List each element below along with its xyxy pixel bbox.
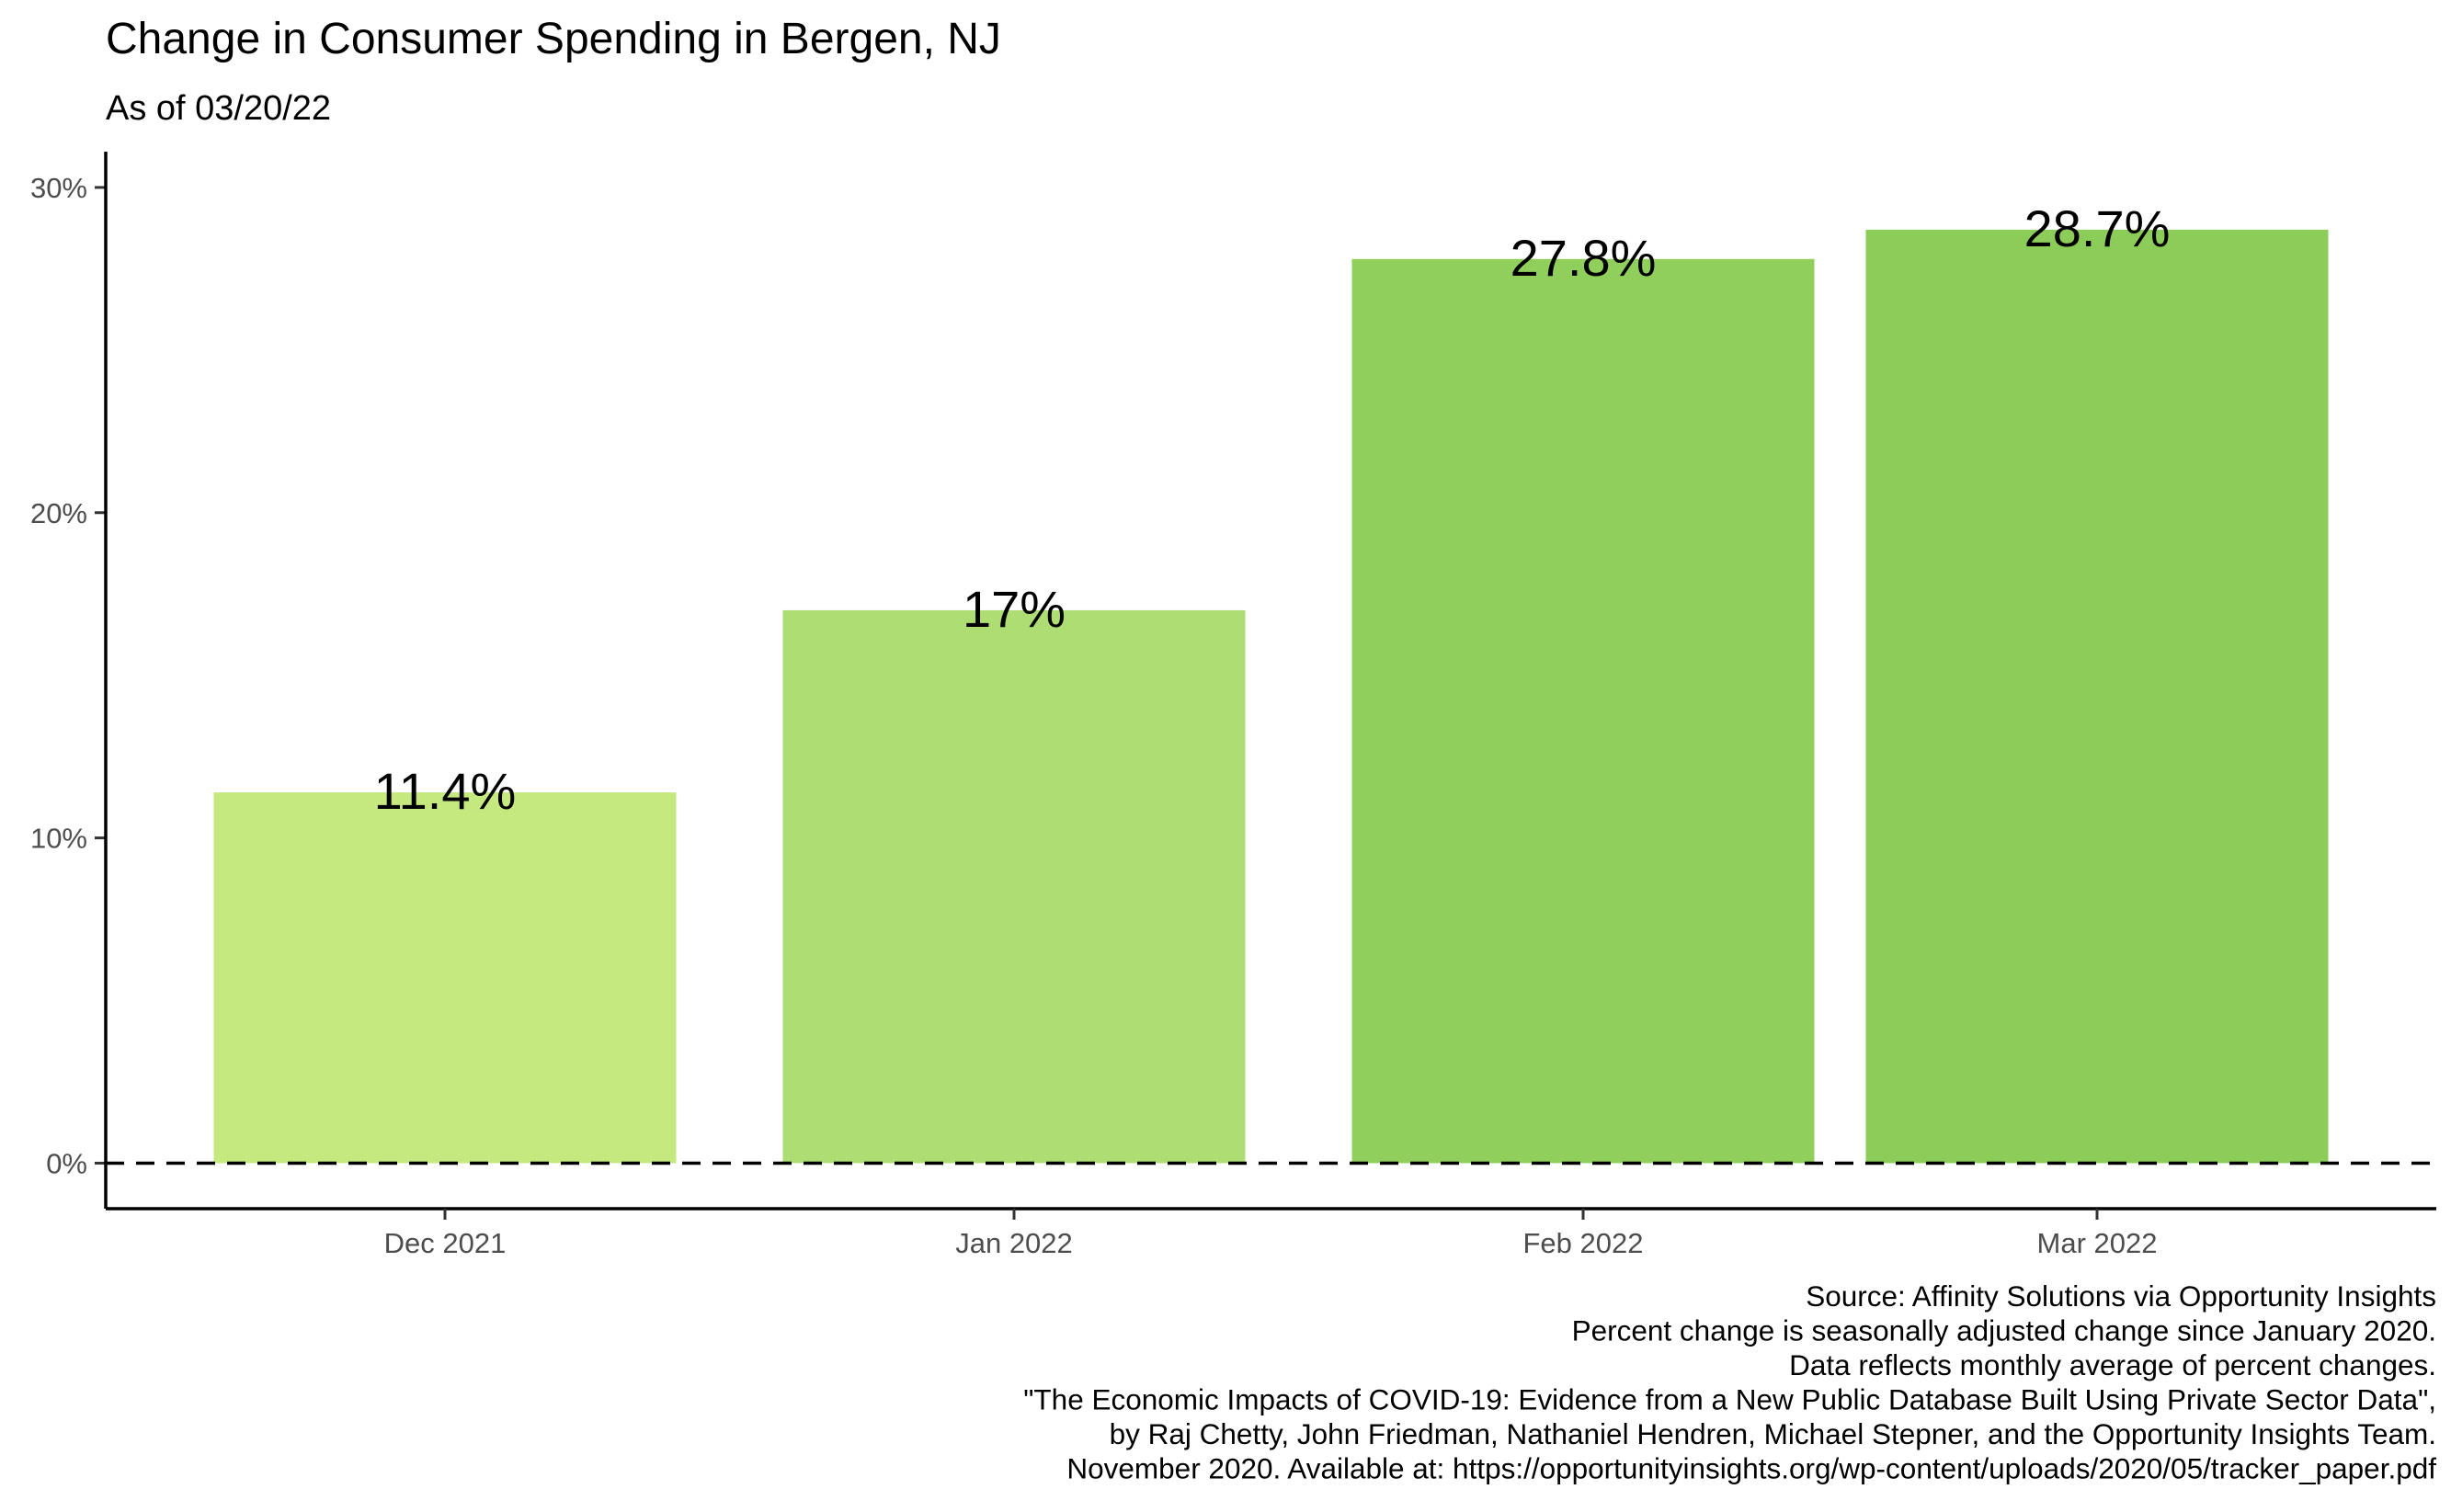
bar-dec-2021 xyxy=(213,792,677,1164)
chart-title: Change in Consumer Spending in Bergen, N… xyxy=(106,15,1001,63)
x-tick-label: Feb 2022 xyxy=(1523,1227,1644,1259)
y-tick-label: 10% xyxy=(30,823,87,855)
bar-value-label: 27.8% xyxy=(1510,229,1657,287)
bar-value-label: 11.4% xyxy=(374,762,517,820)
bar-jan-2022 xyxy=(782,609,1246,1164)
x-tick-label: Mar 2022 xyxy=(2037,1227,2158,1259)
bar-value-labels: 11.4% 17% 27.8% 28.7% xyxy=(374,199,2171,820)
bar-value-label: 28.7% xyxy=(2024,199,2171,257)
chart-caption: Source: Affinity Solutions via Opportuni… xyxy=(1023,1279,2436,1485)
bar-mar-2022 xyxy=(1865,229,2329,1164)
caption-line: November 2020. Available at: https://opp… xyxy=(1066,1452,2436,1485)
y-tick-label: 30% xyxy=(30,172,87,204)
caption-line: by Raj Chetty, John Friedman, Nathaniel … xyxy=(1110,1417,2436,1450)
x-axis-ticks: Dec 2021 Jan 2022 Feb 2022 Mar 2022 xyxy=(384,1209,2158,1259)
chart-subtitle: As of 03/20/22 xyxy=(106,89,331,128)
caption-line: "The Economic Impacts of COVID-19: Evide… xyxy=(1023,1383,2436,1416)
bar-value-label: 17% xyxy=(963,580,1066,638)
y-axis-ticks: 0% 10% 20% 30% xyxy=(30,172,106,1179)
caption-line: Source: Affinity Solutions via Opportuni… xyxy=(1806,1279,2436,1313)
x-tick-label: Jan 2022 xyxy=(955,1227,1073,1259)
caption-line: Percent change is seasonally adjusted ch… xyxy=(1572,1314,2436,1347)
bars xyxy=(213,229,2329,1164)
caption-line: Data reflects monthly average of percent… xyxy=(1789,1348,2436,1381)
y-tick-label: 0% xyxy=(46,1147,87,1179)
y-tick-label: 20% xyxy=(30,497,87,529)
x-tick-label: Dec 2021 xyxy=(384,1227,507,1259)
bar-feb-2022 xyxy=(1351,258,1815,1164)
